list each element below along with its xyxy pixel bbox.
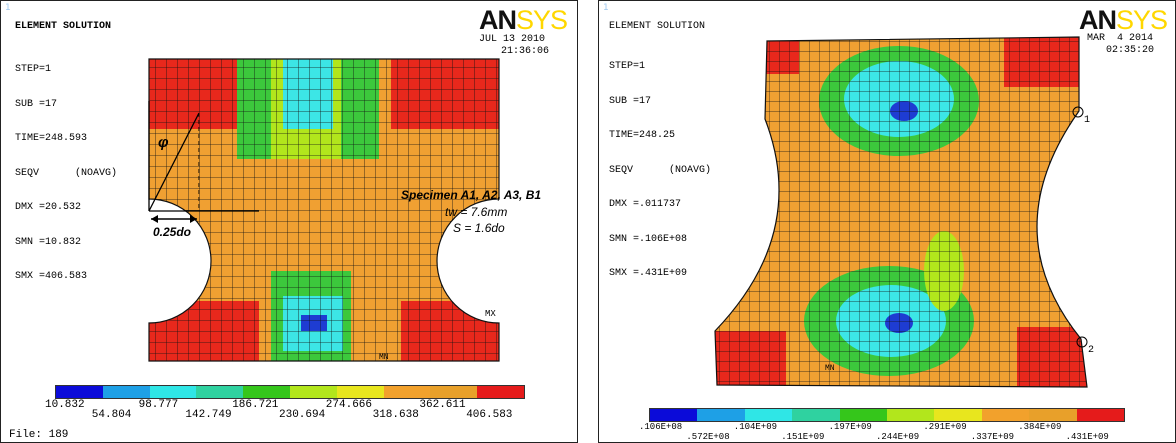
legend-swatch — [430, 386, 478, 398]
spacing-label: S = 1.6do — [453, 221, 505, 235]
legend-tick-label: 406.583 — [466, 409, 513, 421]
color-legend-bar — [649, 408, 1125, 422]
info-smn: SMN =.106E+08 — [609, 233, 688, 245]
color-legend-bar — [55, 385, 525, 399]
max-marker: MX — [485, 309, 496, 319]
legend-tick-label: 186.721 — [232, 399, 279, 411]
legend-tick-label: .431E+09 — [1065, 432, 1109, 442]
info-dmx: DMX =.011737 — [609, 199, 682, 210]
window-number: 1 — [603, 3, 609, 13]
logo-bold-text: AN — [1079, 5, 1117, 35]
contour-plot-panel-1: 1 ANSYS ELEMENT SOLUTION STEP=1 SUB =17 … — [0, 0, 578, 443]
legend-swatch — [149, 386, 197, 398]
legend-swatch — [102, 386, 150, 398]
logo-light-text: SYS — [516, 5, 568, 35]
thickness-label: tw = 7.6mm — [445, 205, 508, 219]
min-marker: MN — [379, 353, 389, 362]
node-1-label: 1 — [1084, 115, 1091, 126]
legend-tick-label: 362.611 — [419, 399, 466, 411]
legend-tick-label: .106E+08 — [639, 422, 683, 432]
mesh-drawing — [714, 36, 1088, 388]
legend-tick-label: 10.832 — [45, 399, 85, 411]
plot-title: ELEMENT SOLUTION — [609, 21, 706, 32]
legend-swatch — [243, 386, 290, 398]
legend-swatch — [792, 409, 840, 421]
logo-light-text: SYS — [1116, 5, 1168, 35]
logo-bold-text: AN — [479, 5, 517, 35]
specimen-title: Specimen A1, A2, A3, B1 — [401, 188, 542, 202]
legend-tick-label: .572E+08 — [686, 432, 730, 442]
info-smx: SMX =.431E+09 — [609, 268, 688, 279]
legend-tick-label: .384E+09 — [1018, 422, 1062, 432]
legend-swatch — [477, 386, 524, 398]
legend-swatch — [1029, 409, 1077, 421]
plot-title: ELEMENT SOLUTION — [15, 21, 112, 32]
legend-tick-label: .104E+09 — [733, 422, 778, 432]
ansys-logo: ANSYS — [1079, 5, 1168, 36]
info-sub: SUB =17 — [15, 98, 58, 110]
info-step: STEP=1 — [15, 64, 52, 75]
legend-tick-label: .291E+09 — [923, 422, 967, 432]
info-step: STEP=1 — [609, 61, 646, 72]
phi-label: φ — [158, 134, 169, 151]
legend-swatch — [383, 386, 431, 398]
ansys-logo: ANSYS — [479, 5, 568, 36]
plot-time: 21:36:06 — [501, 46, 550, 57]
legend-tick-label: 318.638 — [372, 409, 419, 421]
legend-swatch — [981, 409, 1030, 421]
solution-info: STEP=1 SUB =17 TIME=248.25 SEQV (NOAVG) … — [609, 38, 711, 303]
window-number: 1 — [5, 3, 11, 13]
legend-tick-label: 142.749 — [185, 409, 232, 421]
legend-tick-label: .197E+09 — [828, 422, 872, 432]
legend-tick-label: 98.777 — [138, 399, 179, 411]
info-dmx: DMX =20.532 — [15, 202, 82, 213]
legend-tick-label: .244E+09 — [876, 432, 920, 442]
node-2-label: 2 — [1088, 345, 1095, 356]
legend-swatch — [196, 386, 244, 398]
legend-swatch — [887, 409, 935, 421]
specimen-mesh — [149, 59, 499, 361]
file-label: File: 189 — [9, 429, 69, 441]
info-sub: SUB =17 — [609, 95, 652, 107]
legend-tick-label: 54.804 — [91, 409, 132, 421]
arrow-head-right — [190, 215, 197, 223]
legend-swatch — [744, 409, 793, 421]
info-smn: SMN =10.832 — [15, 236, 82, 248]
specimen-outline — [714, 36, 1088, 388]
info-seqv: SEQV (NOAVG) — [609, 164, 712, 176]
legend-tick-label: 274.666 — [325, 399, 373, 411]
plot-date: MAR 4 2014 — [1087, 33, 1154, 44]
legend-tick-label: .151E+09 — [781, 432, 825, 442]
info-time: TIME=248.593 — [15, 133, 88, 144]
plot-date: JUL 13 2010 — [479, 34, 546, 45]
legend-tick-label: .337E+09 — [970, 432, 1015, 442]
legend-swatch — [650, 409, 698, 421]
legend-swatch — [839, 409, 888, 421]
plot-time: 02:35:20 — [1106, 45, 1155, 56]
specimen-mesh — [715, 37, 1087, 387]
info-time: TIME=248.25 — [609, 130, 676, 141]
specimen-outline — [148, 58, 500, 362]
node-2-marker — [1076, 336, 1088, 348]
legend-swatch — [289, 386, 337, 398]
legend-swatch — [1076, 409, 1125, 421]
node-1-marker — [1072, 106, 1084, 118]
legend-swatch — [934, 409, 982, 421]
legend-swatch — [56, 386, 103, 398]
mesh-drawing — [148, 58, 500, 362]
info-seqv: SEQV (NOAVG) — [15, 167, 118, 179]
info-smx: SMX =406.583 — [15, 271, 88, 282]
contour-plot-panel-2: 1 ANSYS ELEMENT SOLUTION STEP=1 SUB =17 … — [598, 0, 1176, 443]
legend-swatch — [336, 386, 384, 398]
arrow-head-left — [151, 215, 158, 223]
solution-info: STEP=1 SUB =17 TIME=248.593 SEQV (NOAVG)… — [15, 41, 117, 306]
min-marker: MN — [825, 364, 835, 373]
mesh-grid — [149, 59, 499, 361]
legend-tick-label: 230.694 — [279, 409, 326, 421]
legend-swatch — [697, 409, 745, 421]
angle-line — [148, 112, 200, 212]
distance-label: 0.25do — [153, 225, 192, 239]
